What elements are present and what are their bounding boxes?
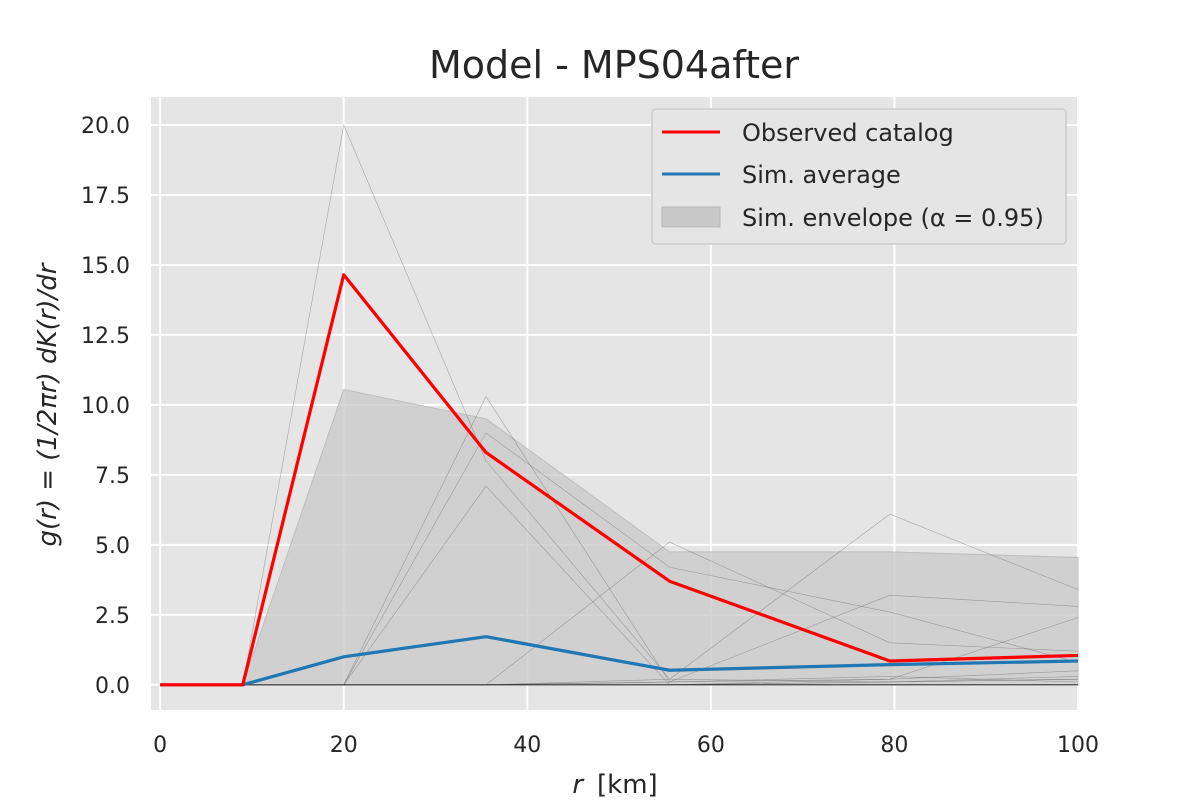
x-tick-labels: 0 20 40 60 80 100 (153, 733, 1099, 758)
x-tick-label: 40 (513, 733, 541, 758)
legend-box (651, 108, 1067, 245)
y-tick-label: 7.5 (95, 464, 130, 489)
series-layer (160, 273, 1079, 687)
x-tick-label: 0 (153, 733, 167, 758)
legend-label-envelope: Sim. envelope (α = 0.95) (742, 204, 1044, 232)
x-tick-label: 20 (330, 733, 358, 758)
y-tick-labels: 0.0 2.5 5.0 7.5 10.0 12.5 15.0 17.5 20.0 (81, 114, 130, 699)
chart-title: Model - MPS04after (429, 43, 799, 87)
x-tick-label: 60 (697, 733, 725, 758)
series-line-observed (160, 273, 1079, 687)
legend-label-observed: Observed catalog (742, 119, 954, 147)
legend-swatch-envelope (661, 206, 721, 228)
x-axis-label-unit: [km] (597, 770, 658, 800)
y-tick-label: 20.0 (81, 114, 130, 139)
x-axis-label: r [km] (572, 770, 657, 800)
legend: Observed catalog Sim. average Sim. envel… (651, 108, 1067, 245)
y-tick-label: 17.5 (81, 184, 130, 209)
y-tick-label: 10.0 (81, 394, 130, 419)
y-tick-label: 15.0 (81, 254, 130, 279)
x-tick-label: 100 (1057, 733, 1099, 758)
y-tick-label: 2.5 (95, 604, 130, 629)
legend-label-average: Sim. average (742, 161, 901, 189)
y-tick-label: 12.5 (81, 324, 130, 349)
x-tick-label: 80 (880, 733, 908, 758)
y-tick-label: 5.0 (95, 534, 130, 559)
y-axis-label: g(r) = (1/2πr) dK(r)/dr (33, 261, 63, 546)
x-axis-label-var: r (572, 770, 585, 800)
y-tick-label: 0.0 (95, 674, 130, 699)
